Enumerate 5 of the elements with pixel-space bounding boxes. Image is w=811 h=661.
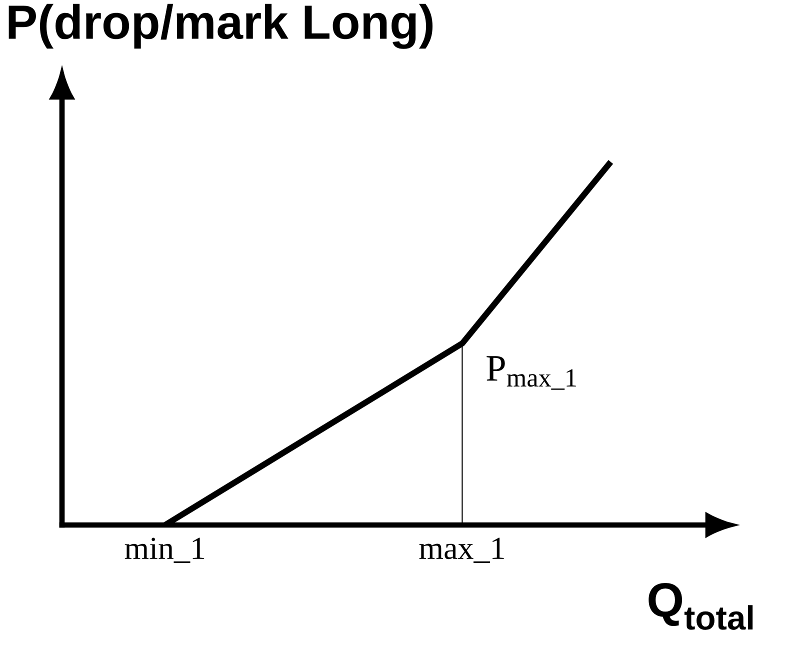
x-tick-label: min_1 (124, 538, 204, 564)
annotation: P$_{max_1}$ (486, 356, 576, 390)
x-tick-label: max_1 (419, 538, 504, 563)
x-axis-title: Q$_{total}$ (648, 583, 753, 630)
y-axis-title: P(drop/mark Long) (8, 4, 433, 49)
